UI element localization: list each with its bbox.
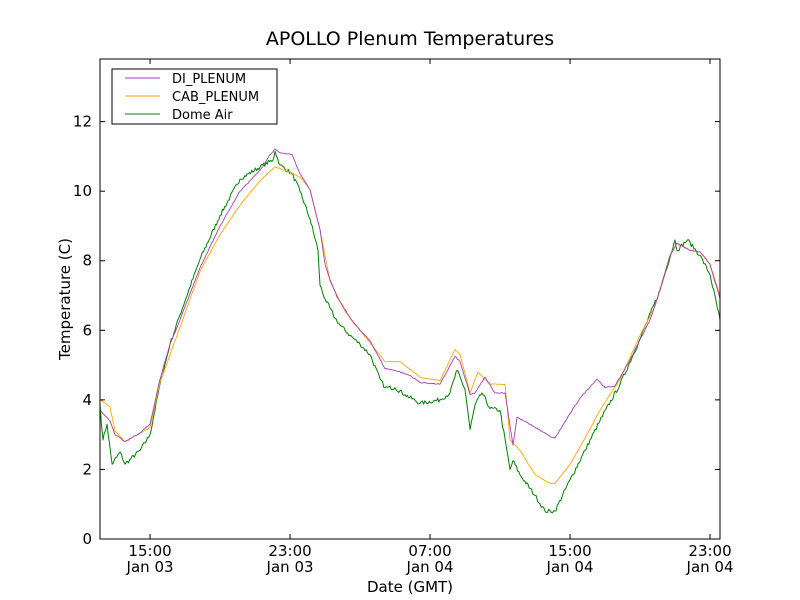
x-tick-label: 15:00 [128,542,171,560]
series-line-di-plenum [99,148,721,446]
y-axis-label: Temperature (C) [56,238,74,361]
y-tick-label: 12 [73,113,92,131]
y-tick-label: 4 [82,391,92,409]
y-tick-label: 8 [82,252,92,270]
x-tick-label: 07:00 [408,542,451,560]
x-tick-label: 23:00 [688,542,731,560]
x-axis-label: Date (GMT) [367,578,453,596]
y-tick-label: 10 [73,182,92,200]
legend: DI_PLENUM CAB_PLENUM Dome Air [111,68,278,125]
series-line-cab-plenum [99,166,721,485]
x-tick-sublabel: Jan 04 [686,558,734,576]
axes-frame [99,58,721,540]
y-tick-label: 6 [82,321,92,339]
series-line-dome-air [99,150,721,514]
x-tick-sublabel: Jan 04 [546,558,594,576]
x-tick-sublabel: Jan 03 [266,558,314,576]
chart-title: APOLLO Plenum Temperatures [266,28,554,50]
y-tick-label: 0 [82,530,92,548]
plot-lines [99,148,721,514]
legend-label: Dome Air [172,108,233,123]
y-tick-label: 2 [82,460,92,478]
x-tick-sublabel: Jan 03 [126,558,174,576]
legend-label: DI_PLENUM [172,72,246,87]
legend-label: CAB_PLENUM [172,90,259,105]
x-tick-label: 15:00 [548,542,591,560]
x-tick-label: 23:00 [268,542,311,560]
x-tick-sublabel: Jan 04 [406,558,454,576]
